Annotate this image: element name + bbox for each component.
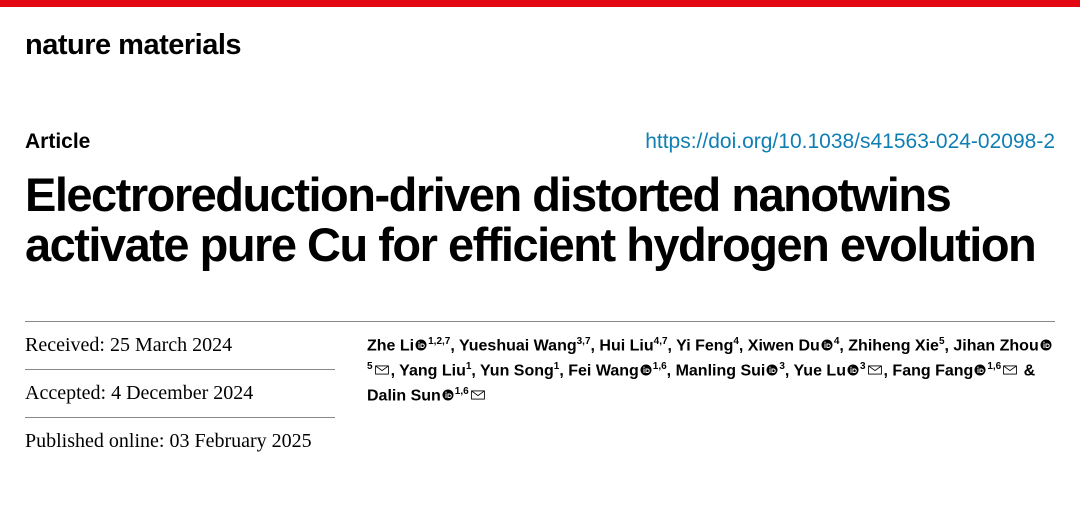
author-affiliation: 1,2,7 (428, 336, 450, 347)
date-published: Published online: 03 February 2025 (25, 418, 335, 465)
orcid-icon (442, 389, 454, 401)
author-separator: , (668, 337, 677, 354)
author: Hui Liu (599, 337, 653, 354)
date-accepted-value: 4 December 2024 (111, 382, 253, 404)
authors-list: Zhe Li 1,2,7, Yueshuai Wang3,7, Hui Liu4,… (335, 322, 1055, 465)
envelope-icon (471, 390, 485, 400)
author: Yue Lu (794, 362, 846, 379)
author: Zhiheng Xie (848, 337, 939, 354)
date-published-label: Published online: (25, 430, 164, 452)
author-separator: , (785, 362, 794, 379)
author-affiliation: 3 (860, 361, 866, 372)
orcid-icon (640, 364, 652, 376)
date-accepted-label: Accepted: (25, 382, 106, 404)
author-affiliation: 5 (367, 361, 373, 372)
author: Yueshuai Wang (459, 337, 577, 354)
author-separator: , (450, 337, 459, 354)
author: Fang Fang (892, 362, 973, 379)
date-received: Received: 25 March 2024 (25, 322, 335, 370)
author-separator: , (559, 362, 568, 379)
author: Xiwen Du (748, 337, 820, 354)
author-separator: , (839, 337, 848, 354)
author-separator: , (667, 362, 676, 379)
orcid-icon (821, 339, 833, 351)
author-affiliation: 1,6 (455, 386, 469, 397)
author-separator: & (1019, 362, 1035, 379)
orcid-icon (766, 364, 778, 376)
envelope-icon (868, 365, 882, 375)
author-affiliation: 1,6 (653, 361, 667, 372)
author-affiliation: 3,7 (577, 336, 591, 347)
author: Zhe Li (367, 337, 414, 354)
author: Yang Liu (399, 362, 466, 379)
author: Jihan Zhou (953, 337, 1038, 354)
accent-bar (0, 0, 1080, 7)
envelope-icon (1003, 365, 1017, 375)
author-separator: , (391, 362, 400, 379)
author: Yi Feng (676, 337, 733, 354)
article-title: Electroreduction-driven distorted nanotw… (0, 158, 1080, 291)
author-affiliation: 1,6 (987, 361, 1001, 372)
author: Manling Sui (676, 362, 766, 379)
orcid-icon (974, 364, 986, 376)
article-type-label: Article (25, 130, 90, 154)
author-affiliation: 4,7 (654, 336, 668, 347)
date-published-value: 03 February 2025 (169, 430, 311, 452)
author-separator: , (739, 337, 748, 354)
header-row: Article https://doi.org/10.1038/s41563-0… (0, 72, 1080, 158)
doi-link[interactable]: https://doi.org/10.1038/s41563-024-02098… (645, 130, 1055, 154)
orcid-icon (847, 364, 859, 376)
author: Dalin Sun (367, 387, 441, 404)
author: Fei Wang (568, 362, 639, 379)
author: Yun Song (480, 362, 554, 379)
envelope-icon (375, 365, 389, 375)
journal-name: nature materials (0, 7, 1080, 72)
dates-column: Received: 25 March 2024 Accepted: 4 Dece… (25, 322, 335, 465)
date-received-label: Received: (25, 334, 105, 356)
author-separator: , (471, 362, 480, 379)
orcid-icon (415, 339, 427, 351)
date-received-value: 25 March 2024 (110, 334, 232, 356)
metadata-row: Received: 25 March 2024 Accepted: 4 Dece… (0, 322, 1080, 465)
orcid-icon (1040, 339, 1052, 351)
date-accepted: Accepted: 4 December 2024 (25, 370, 335, 418)
